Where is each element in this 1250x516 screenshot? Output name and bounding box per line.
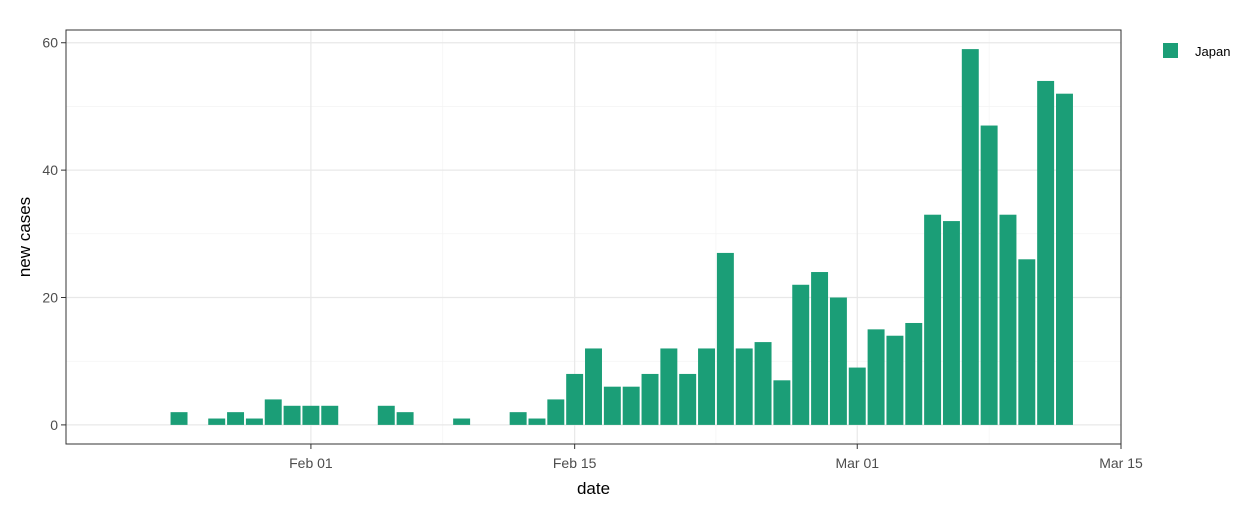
y-tick-label: 40 bbox=[42, 162, 58, 178]
plot-border bbox=[65, 29, 1122, 445]
bar bbox=[886, 335, 904, 425]
bar bbox=[924, 214, 942, 425]
x-tick-label: Mar 01 bbox=[835, 455, 879, 471]
bar bbox=[754, 342, 772, 425]
bar bbox=[170, 412, 188, 425]
bar bbox=[961, 49, 979, 425]
bar bbox=[792, 284, 810, 425]
bar bbox=[283, 405, 301, 425]
bars-layer bbox=[170, 49, 1073, 425]
bar bbox=[396, 412, 414, 425]
bar bbox=[735, 348, 753, 425]
legend: Japan bbox=[1163, 43, 1230, 59]
y-tick-label: 20 bbox=[42, 290, 58, 306]
bar bbox=[585, 348, 602, 425]
bar bbox=[1018, 259, 1036, 425]
x-axis-title: date bbox=[577, 479, 610, 498]
bar bbox=[603, 386, 621, 425]
x-tick-label: Feb 15 bbox=[553, 455, 597, 471]
bar bbox=[773, 380, 791, 425]
axis-layer: 0 20 40 60 Feb 01 Feb 15 Mar 01 Mar 15 bbox=[42, 35, 1143, 471]
bar bbox=[528, 418, 546, 425]
bar bbox=[942, 221, 960, 425]
bar bbox=[641, 373, 659, 425]
bar bbox=[245, 418, 263, 425]
bar bbox=[867, 329, 885, 425]
legend-label-japan: Japan bbox=[1195, 44, 1230, 59]
bar bbox=[227, 412, 245, 425]
bar bbox=[1037, 80, 1055, 425]
bar bbox=[848, 367, 866, 425]
bar bbox=[208, 418, 226, 425]
y-tick-label: 0 bbox=[50, 417, 58, 433]
bar bbox=[698, 348, 716, 425]
bar bbox=[811, 272, 829, 425]
bar bbox=[547, 399, 565, 425]
bar bbox=[980, 125, 998, 425]
bar bbox=[453, 418, 471, 425]
bar bbox=[716, 252, 734, 425]
y-axis-title: new cases bbox=[15, 197, 34, 277]
bar bbox=[1056, 93, 1073, 425]
bar bbox=[321, 405, 339, 425]
x-tick-label: Mar 15 bbox=[1099, 455, 1143, 471]
y-tick-label: 60 bbox=[42, 35, 58, 51]
bar bbox=[829, 297, 847, 425]
bar bbox=[905, 322, 923, 425]
bar bbox=[509, 412, 527, 425]
bar bbox=[264, 399, 282, 425]
bar bbox=[302, 405, 320, 425]
bar bbox=[622, 386, 640, 425]
bar bbox=[999, 214, 1017, 425]
bar bbox=[679, 373, 697, 425]
bar bbox=[566, 373, 584, 425]
bar bbox=[377, 405, 395, 425]
legend-swatch-japan bbox=[1163, 43, 1178, 58]
x-tick-label: Feb 01 bbox=[289, 455, 333, 471]
bar bbox=[660, 348, 678, 425]
